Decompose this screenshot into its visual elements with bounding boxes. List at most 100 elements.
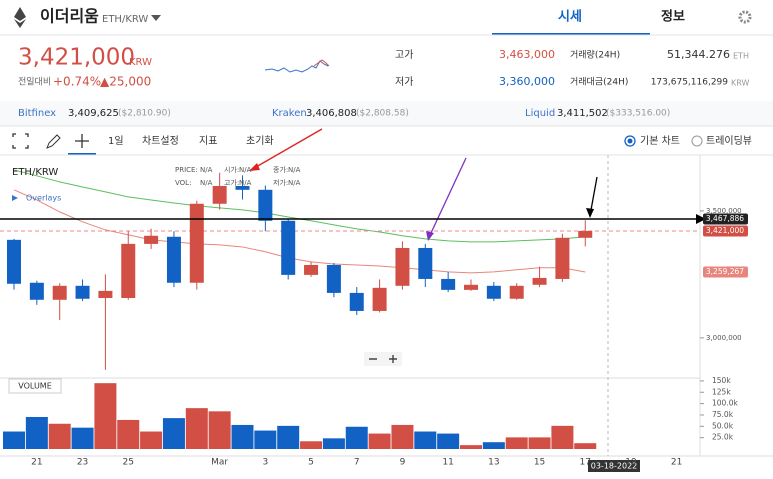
candle-body bbox=[144, 235, 159, 244]
candle-body bbox=[7, 239, 21, 284]
candle-body bbox=[395, 247, 410, 286]
volume-bar bbox=[117, 419, 140, 449]
exchange-name[interactable]: Kraken bbox=[272, 108, 307, 119]
volume-bar bbox=[162, 418, 185, 449]
date-tag-box bbox=[588, 460, 640, 472]
volume-bar bbox=[437, 433, 460, 449]
volume-bar bbox=[391, 424, 414, 449]
tab[interactable]: 정보 bbox=[661, 9, 685, 25]
draw-icon[interactable] bbox=[46, 134, 61, 149]
radio[interactable] bbox=[691, 135, 703, 147]
candle-body bbox=[441, 278, 456, 290]
candle-body bbox=[166, 236, 181, 283]
y-tick-label: 3,000,000 bbox=[706, 334, 742, 342]
x-tick-label: 23 bbox=[77, 458, 88, 468]
price-unit: KRW bbox=[129, 57, 152, 68]
toolbar-item[interactable]: 차트설정 bbox=[142, 135, 179, 147]
candle-body bbox=[326, 264, 341, 293]
annotation-arrowhead bbox=[586, 208, 594, 218]
volume-bar bbox=[208, 411, 231, 449]
stat-label: 저가 bbox=[395, 76, 413, 88]
x-tick-label: 21 bbox=[671, 458, 682, 468]
legend-value: N/A bbox=[239, 166, 252, 174]
volume-bar bbox=[254, 430, 277, 449]
volume-bar bbox=[574, 443, 597, 449]
date-tag: 03-18-2022 bbox=[591, 462, 638, 471]
tab[interactable]: 시세 bbox=[558, 10, 582, 25]
stat-value: 173,675,116,299 bbox=[651, 78, 729, 88]
settings-icon[interactable] bbox=[738, 10, 752, 24]
eth-icon bbox=[14, 19, 26, 28]
sparkline bbox=[313, 59, 330, 67]
volume-bar bbox=[140, 431, 163, 449]
volume-bar bbox=[231, 424, 254, 449]
candle-body bbox=[349, 292, 364, 311]
stat-label: 고가 bbox=[395, 49, 413, 61]
series-last-label: 3,259,267 bbox=[706, 267, 744, 276]
toolbar-item[interactable]: 1일 bbox=[108, 135, 124, 147]
candle-body bbox=[578, 230, 593, 238]
volume-label: VOLUME bbox=[18, 382, 52, 391]
legend-value: N/A bbox=[288, 166, 301, 174]
radio[interactable] bbox=[624, 135, 636, 147]
toolbar-item[interactable]: 지표 bbox=[199, 135, 217, 147]
x-tick-label: 15 bbox=[534, 458, 545, 468]
candle-body bbox=[121, 243, 136, 298]
fullscreen-icon[interactable] bbox=[12, 133, 29, 149]
annotation-arrow bbox=[430, 157, 467, 234]
candle-body bbox=[486, 285, 501, 299]
volume-tick-label: 25.0k bbox=[712, 433, 734, 442]
legend-key: VOL: bbox=[175, 179, 191, 187]
x-tick-label: 17 bbox=[580, 458, 591, 468]
legend-value: N/A bbox=[288, 179, 301, 187]
view-option[interactable]: 트레이딩뷰 bbox=[706, 135, 752, 147]
candle-body bbox=[509, 285, 524, 299]
x-tick-label: 5 bbox=[308, 458, 314, 468]
volume-bar bbox=[25, 416, 48, 449]
exchange-name[interactable]: Bitfinex bbox=[18, 108, 56, 119]
exchange-price: 3,409,625 bbox=[68, 108, 119, 119]
exchange-name[interactable]: Liquid bbox=[525, 108, 555, 119]
view-option[interactable]: 기본 차트 bbox=[640, 135, 680, 147]
volume-tick-label: 100.0k bbox=[712, 399, 738, 408]
overlay-toggle[interactable] bbox=[12, 195, 18, 201]
current-price-label: 3,421,000 bbox=[706, 226, 744, 235]
radio-dot bbox=[627, 138, 633, 144]
volume-bar bbox=[528, 437, 551, 449]
candle-body bbox=[304, 264, 319, 275]
crosshair-icon[interactable] bbox=[75, 134, 89, 148]
overlays[interactable]: Overlays bbox=[26, 194, 61, 203]
exchange-bar bbox=[0, 101, 773, 126]
candle-body bbox=[418, 247, 433, 279]
stat-label: 거래대금(24H) bbox=[570, 77, 628, 88]
exchange-usd: ($333,516.00) bbox=[606, 109, 670, 119]
candle-body bbox=[464, 284, 478, 290]
x-tick-label: Mar bbox=[211, 458, 228, 468]
volume-tick-label: 150k bbox=[712, 376, 731, 385]
candle-body bbox=[189, 203, 204, 283]
legend-key: 시가: bbox=[224, 165, 239, 174]
volume-bar bbox=[345, 426, 368, 449]
horizontal-line-arrow bbox=[696, 214, 706, 225]
toolbar-item[interactable]: 초기화 bbox=[246, 135, 274, 147]
annotation-arrow bbox=[255, 128, 323, 168]
coin-name: 이더리움 bbox=[40, 7, 99, 26]
candle-body bbox=[532, 277, 547, 285]
candle-body bbox=[98, 290, 113, 298]
annotation-arrowhead bbox=[426, 231, 434, 241]
volume-bar bbox=[551, 425, 574, 449]
dropdown[interactable] bbox=[151, 15, 161, 21]
volume-tick-label: 75.0k bbox=[712, 410, 734, 419]
annotation-arrow bbox=[590, 176, 598, 211]
candle-body bbox=[258, 189, 273, 221]
stat-value: 3,463,000 bbox=[499, 48, 555, 61]
legend-key: 종가: bbox=[273, 165, 288, 174]
volume-bar bbox=[414, 431, 437, 449]
candle-body bbox=[29, 282, 44, 300]
stat-unit: KRW bbox=[731, 79, 749, 88]
volume-bar bbox=[482, 442, 505, 449]
change-pct: +0.74% bbox=[53, 75, 101, 89]
zoom-icons[interactable] bbox=[369, 355, 397, 363]
